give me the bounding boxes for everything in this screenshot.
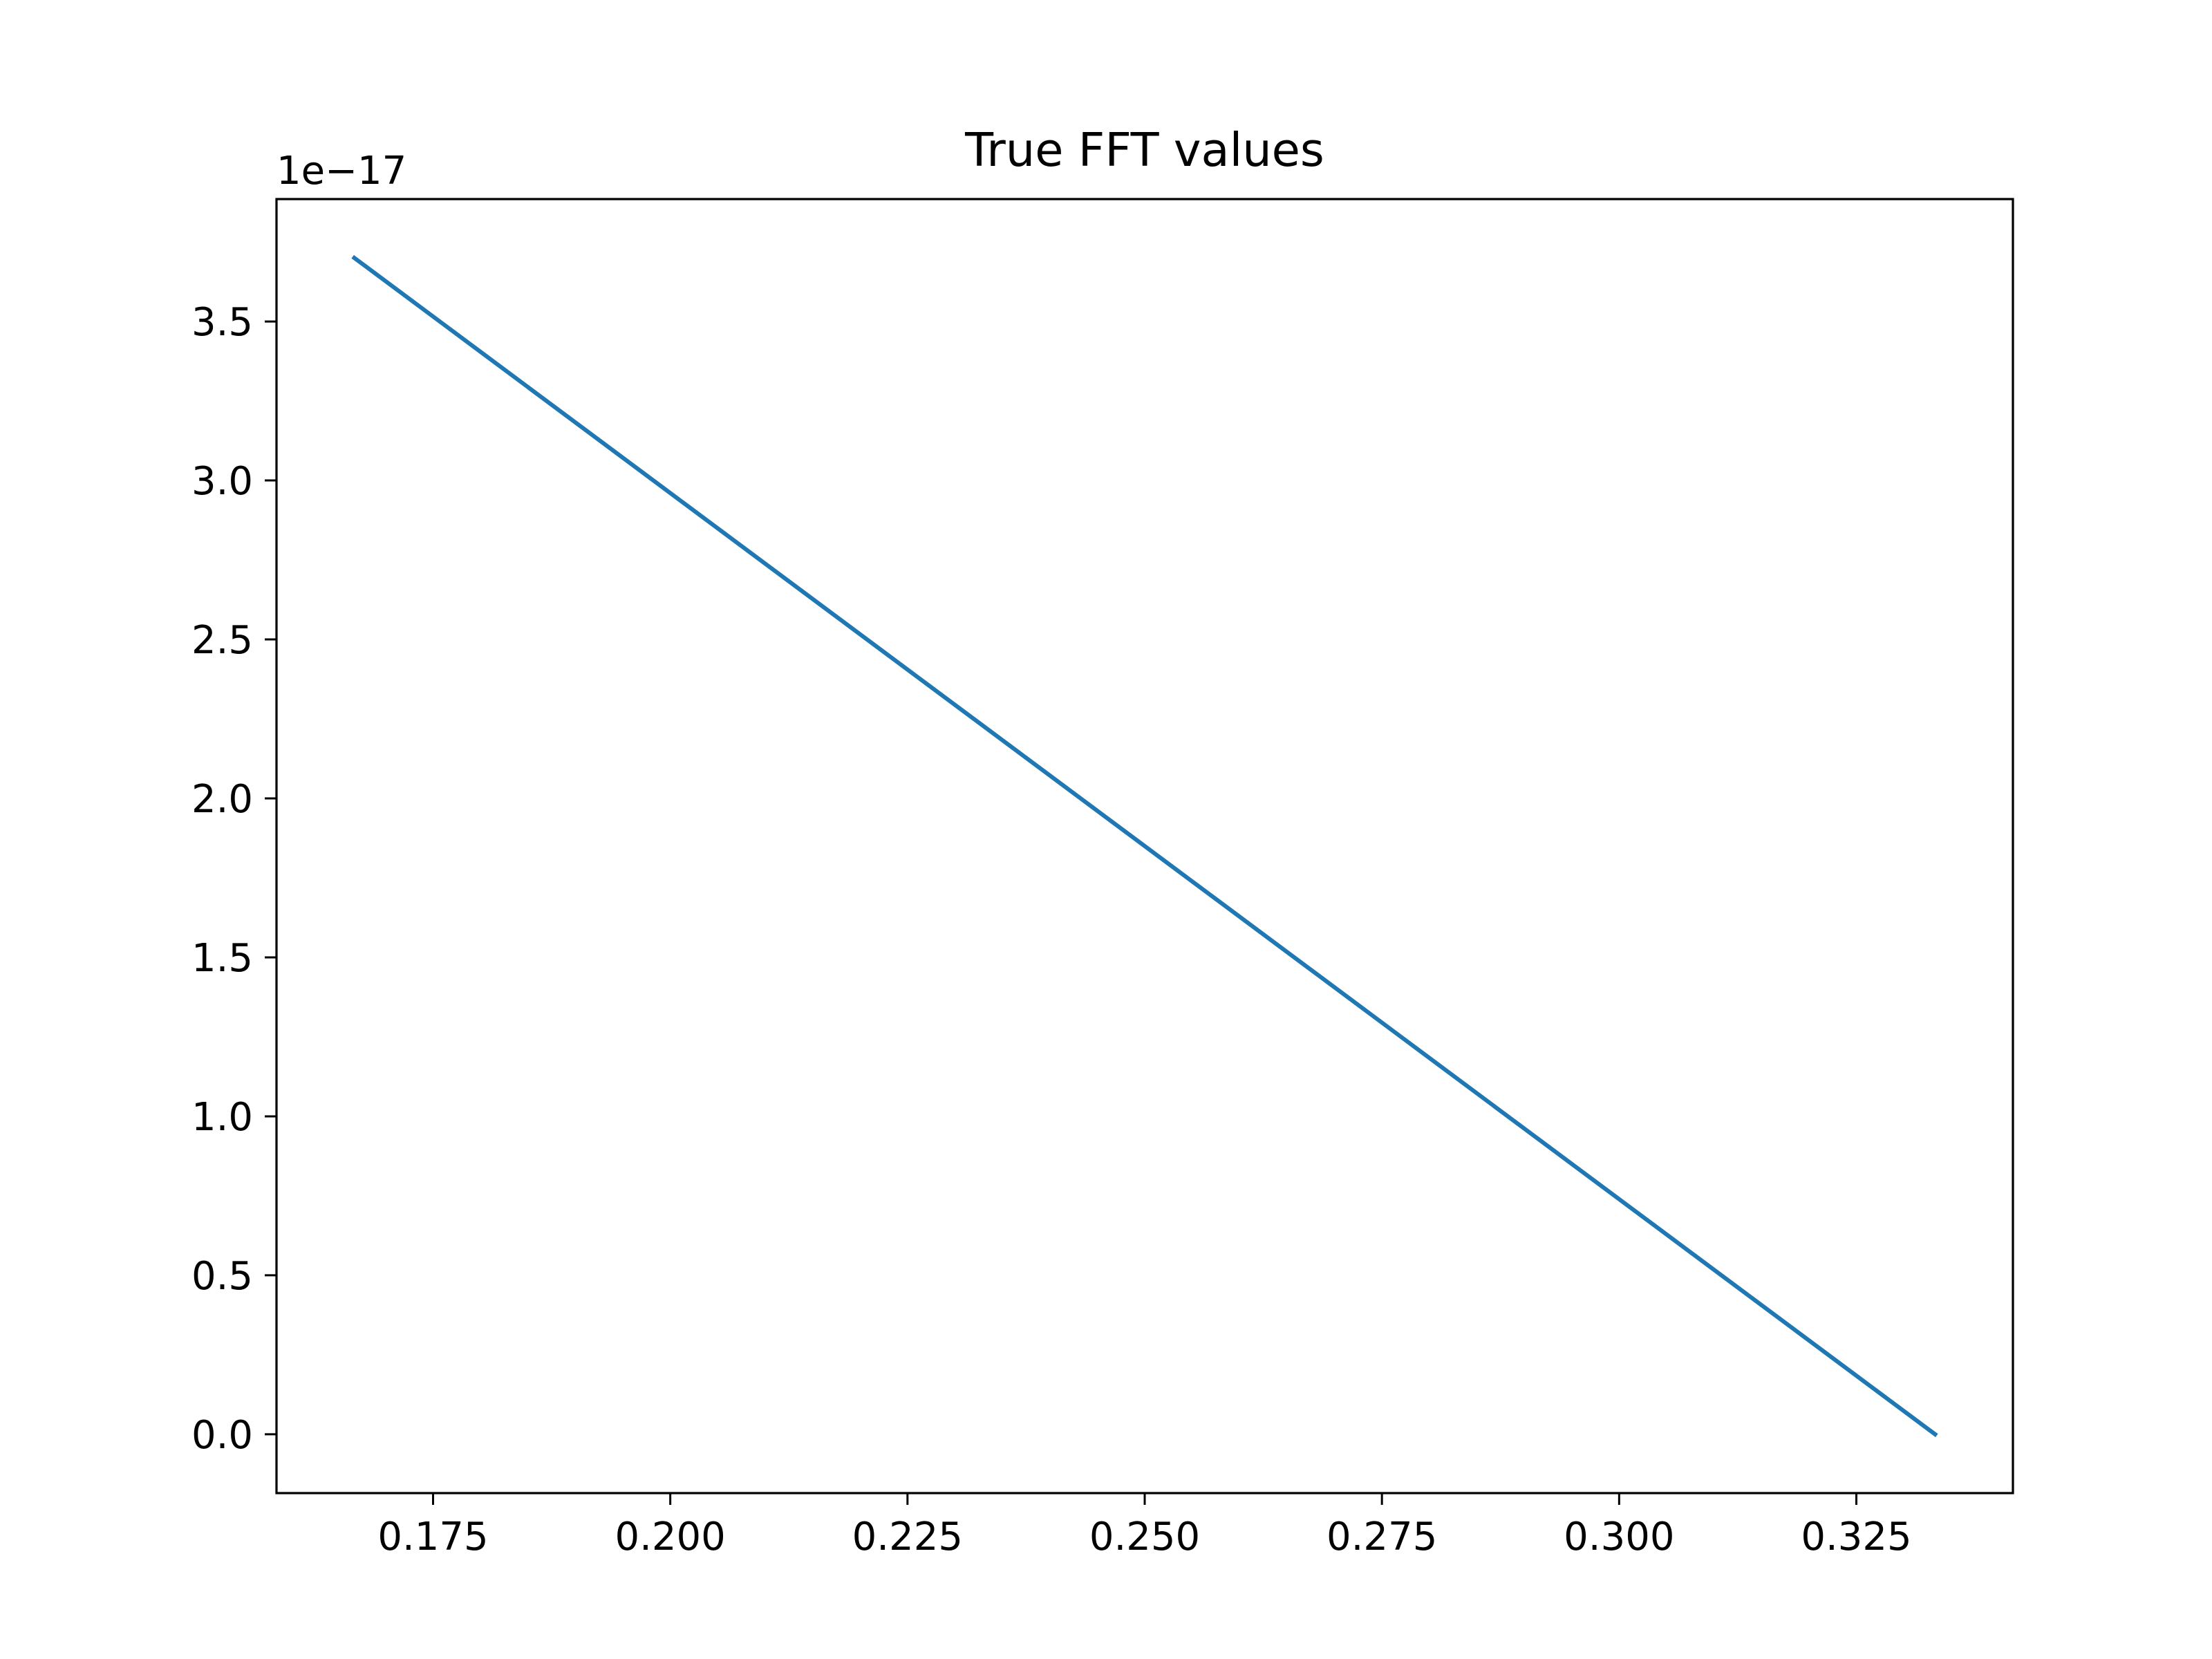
x-tick-label: 0.175 [377, 1515, 488, 1559]
x-tick-label: 0.225 [852, 1515, 963, 1559]
y-tick-label: 0.0 [191, 1413, 253, 1458]
y-tick-label: 2.5 [191, 618, 253, 663]
chart-title: True FFT values [964, 123, 1324, 177]
y-tick-label: 2.0 [191, 777, 253, 822]
x-tick-label: 0.275 [1327, 1515, 1437, 1559]
series-layer [351, 254, 1938, 1438]
x-tick-label: 0.250 [1089, 1515, 1200, 1559]
x-tick-label: 0.325 [1801, 1515, 1911, 1559]
y-tick-label: 1.0 [191, 1095, 253, 1140]
y-tick-label: 0.5 [191, 1254, 253, 1299]
x-tick-label: 0.200 [615, 1515, 725, 1559]
y-axis-offset-label: 1e−17 [276, 149, 406, 194]
y-tick-label: 1.5 [191, 936, 253, 981]
x-axis: 0.175 0.200 0.225 0.250 0.275 0.300 0.325 [377, 1493, 1912, 1559]
y-tick-label: 3.0 [191, 459, 253, 504]
y-tick-label: 3.5 [191, 300, 253, 345]
y-axis: 0.0 0.5 1.0 1.5 2.0 2.5 3.0 3.5 [191, 300, 276, 1458]
series-line [351, 254, 1938, 1438]
x-tick-label: 0.300 [1564, 1515, 1674, 1559]
plot-area [275, 198, 2014, 1494]
